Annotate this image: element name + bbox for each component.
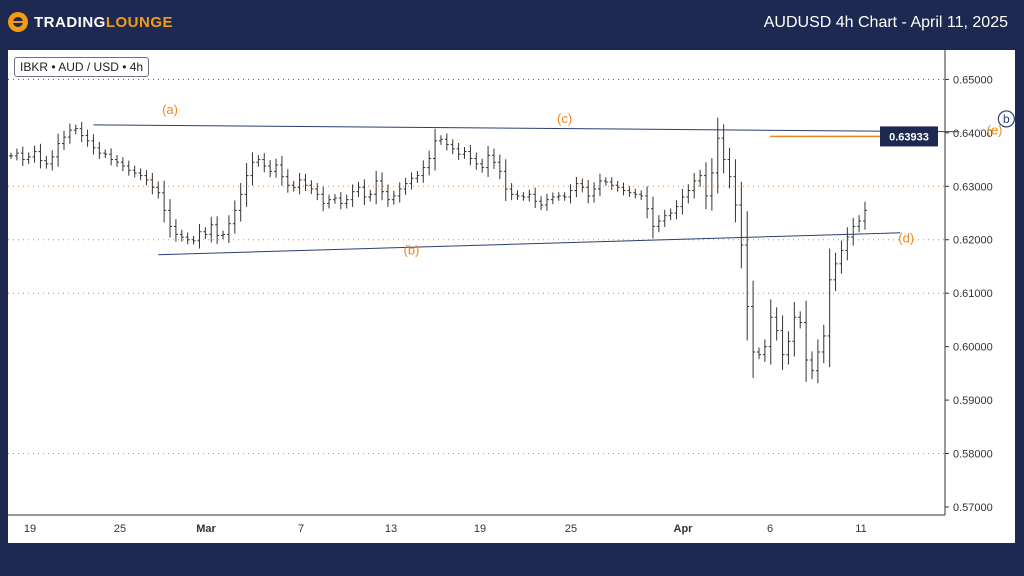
wave-label: (c)	[557, 111, 572, 126]
x-tick-label: Apr	[674, 523, 694, 535]
logo-word-1: TRADING	[34, 13, 106, 31]
wave-circle	[997, 110, 1015, 128]
page-title: AUDUSD 4h Chart - April 11, 2025	[763, 14, 1008, 31]
logo-word-2: LOUNGE	[105, 13, 173, 31]
y-tick-label: 0.62000	[953, 235, 993, 247]
y-tick-label: 0.65000	[953, 74, 993, 86]
logo-icon	[8, 12, 28, 32]
wave-label: (a)	[162, 102, 178, 117]
y-tick-label: 0.57000	[953, 502, 993, 514]
y-tick-label: 0.61000	[953, 288, 993, 300]
y-tick-label: 0.63000	[953, 181, 993, 193]
trendline[interactable]	[158, 232, 901, 256]
wave-label: (d)	[898, 230, 914, 245]
x-tick-label: 7	[298, 523, 304, 535]
chart-panel: 0.65000 0.64000 0.63000 0.62000 0.61000 0.600…	[8, 50, 1015, 543]
x-tick-label: Mar	[196, 523, 216, 535]
tradinglounge-logo[interactable]: TRADINGLOUNGE	[8, 12, 173, 32]
circled-wave-label: b	[1003, 112, 1010, 126]
symbol-label: IBKR • AUD / USD • 4h	[14, 57, 150, 77]
header-bar: TRADINGLOUNGE AUDUSD 4h Chart - April 11…	[0, 0, 1024, 46]
x-tick-label: 25	[114, 523, 126, 535]
x-tick-label: 19	[24, 523, 36, 535]
y-tick-label: 0.59000	[953, 395, 993, 407]
price-chart[interactable]: 0.65000 0.64000 0.63000 0.62000 0.61000 0.600…	[8, 50, 1015, 543]
wave-label: (e)	[987, 122, 1003, 137]
x-tick-label: 19	[474, 523, 486, 535]
x-tick-label: 25	[565, 523, 577, 535]
x-tick-label: 13	[385, 523, 397, 535]
current-price-label: 0.63933	[889, 131, 929, 143]
logo-text: TRADINGLOUNGE	[34, 14, 173, 31]
y-tick-label: 0.60000	[953, 342, 993, 354]
wave-label: (b)	[404, 243, 420, 258]
x-tick-label: 6	[767, 523, 773, 535]
current-price-badge	[880, 126, 938, 147]
y-tick-label: 0.58000	[953, 449, 993, 461]
x-tick-label: 11	[855, 523, 866, 535]
y-tick-label: 0.64000	[953, 128, 993, 140]
trendline[interactable]	[93, 124, 960, 133]
